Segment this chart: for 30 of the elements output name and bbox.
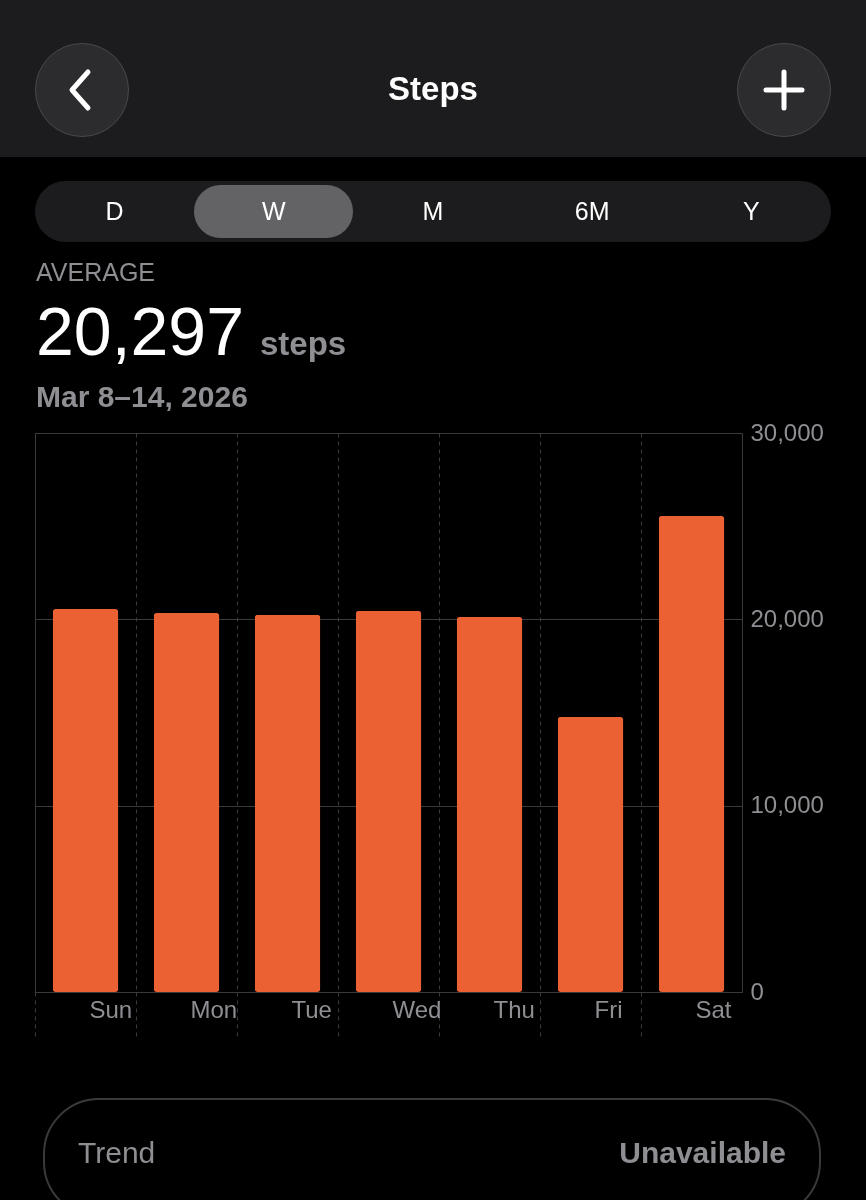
text: steps (259, 325, 347, 362)
y-tick-label: 30,000 (750, 418, 824, 446)
x-tick-label: Tue (291, 995, 332, 1023)
x-tick-label: Sat (695, 995, 732, 1023)
bar (355, 610, 422, 992)
bar (52, 609, 119, 992)
text: AVERAGE (36, 258, 156, 287)
x-tick-label: Thu (493, 995, 535, 1023)
x-tick-label: Fri (594, 995, 623, 1023)
text: W (194, 185, 354, 238)
bar (557, 716, 624, 992)
text: 20,297 (36, 293, 244, 369)
x-tick-label: Mon (190, 995, 238, 1023)
text: Mar 8–14, 2026 (36, 380, 248, 414)
text: D (104, 196, 125, 227)
x-tick-label: Sun (89, 995, 133, 1023)
y-tick-label: 20,000 (750, 604, 824, 632)
text: 6M (573, 196, 611, 227)
bar (153, 613, 220, 992)
text: Trend (78, 1136, 156, 1170)
text: Unavailable (619, 1136, 786, 1170)
bar (658, 515, 725, 992)
text: M (421, 196, 445, 227)
y-tick-label: 0 (750, 977, 764, 1005)
bar (254, 614, 321, 992)
y-tick-label: 10,000 (750, 791, 824, 819)
text: Y (742, 196, 761, 227)
x-tick-label: Wed (392, 995, 442, 1023)
bar (456, 616, 523, 992)
chart-title: Steps (387, 70, 479, 108)
